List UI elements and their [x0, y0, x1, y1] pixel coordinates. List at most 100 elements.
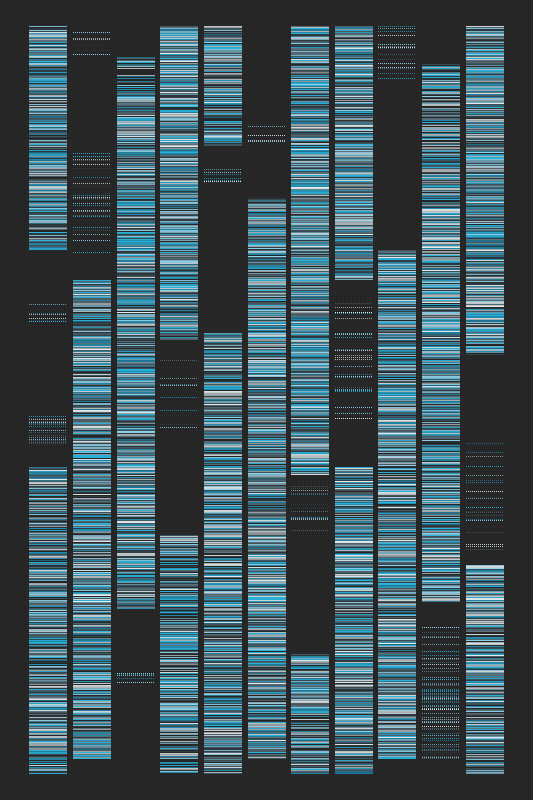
bar-line [73, 320, 111, 321]
bar-line [73, 541, 111, 542]
bar-line [73, 286, 111, 287]
bar-line [73, 483, 111, 484]
bar-line [29, 28, 67, 29]
bar-line [29, 743, 67, 744]
bar-line [204, 370, 242, 371]
bar-line [29, 692, 67, 693]
bar-line [73, 380, 111, 381]
bar-line [73, 575, 111, 576]
bar-line [73, 203, 111, 204]
bar-line [73, 462, 111, 463]
bar-line [117, 62, 155, 63]
bar-line [378, 534, 416, 535]
bar-line [29, 475, 67, 476]
bar-line [73, 597, 111, 598]
bar-line [73, 302, 111, 303]
bar-line [29, 248, 67, 249]
bar-line [248, 700, 286, 701]
bar-line [29, 640, 67, 641]
bar-line [73, 297, 111, 298]
bar-line [29, 106, 67, 107]
bar-line [204, 174, 242, 175]
bar-line [117, 682, 155, 683]
bar-line [378, 54, 416, 55]
bar-line [73, 540, 111, 541]
bar-line [73, 427, 111, 428]
bar-line [29, 153, 67, 154]
bar-line [29, 738, 67, 739]
bar-line [29, 165, 67, 166]
bar-line [29, 705, 67, 706]
bar-line [29, 696, 67, 697]
bar-line [378, 758, 416, 759]
bar-line [29, 228, 67, 229]
bar-line [29, 218, 67, 219]
bar-line [73, 333, 111, 334]
bar-line [291, 420, 329, 421]
bar-line [73, 356, 111, 357]
bar-line [248, 287, 286, 288]
bar-line [29, 699, 67, 700]
bar-line [248, 456, 286, 457]
bar-line [422, 240, 460, 241]
bar-line [73, 205, 111, 206]
bar-line [291, 773, 329, 774]
bar-line [29, 426, 67, 427]
bar-line [29, 172, 67, 173]
bar-line [29, 527, 67, 528]
bar-line [73, 515, 111, 516]
bar-line [29, 680, 67, 681]
bar-line [335, 585, 373, 586]
bar-line [73, 354, 111, 355]
bar-line [29, 52, 67, 53]
bar-line [29, 652, 67, 653]
bar-line [204, 125, 242, 126]
bar-line [160, 424, 198, 425]
bar-line [117, 207, 155, 208]
bar-line [73, 390, 111, 391]
bar-line [73, 305, 111, 306]
bar-line [29, 646, 67, 647]
bar-line [29, 89, 67, 90]
bar-line [29, 203, 67, 204]
bar-line [160, 107, 198, 108]
bar-line [73, 616, 111, 617]
bar-line [73, 324, 111, 325]
bar-line [29, 754, 67, 755]
bar-line [160, 649, 198, 650]
bar-line [73, 316, 111, 317]
bar-line [29, 572, 67, 573]
bar-line [29, 249, 67, 250]
bar-line [160, 564, 198, 565]
bar-line [335, 391, 373, 392]
bar-line [73, 606, 111, 607]
bar-line [29, 728, 67, 729]
bar-line [73, 620, 111, 621]
bar-line [73, 391, 111, 392]
bar-line [291, 743, 329, 744]
bar-line [29, 486, 67, 487]
bar-line [160, 591, 198, 592]
bar-line [29, 37, 67, 38]
bar-line [204, 71, 242, 72]
bar-line [29, 684, 67, 685]
bar-line [73, 429, 111, 430]
bar-line [29, 236, 67, 237]
strip-4 [160, 26, 198, 774]
bar-line [29, 101, 67, 102]
bar-line [73, 491, 111, 492]
bar-line [73, 346, 111, 347]
bar-line [117, 85, 155, 86]
bar-line [73, 441, 111, 442]
bar-line [73, 352, 111, 353]
bar-line [117, 517, 155, 518]
bar-line [29, 609, 67, 610]
bar-line [29, 467, 67, 468]
bar-line [73, 408, 111, 409]
bar-line [73, 494, 111, 495]
bar-line [29, 51, 67, 52]
bar-line [73, 605, 111, 606]
bar-line [422, 64, 460, 65]
bar-line [73, 424, 111, 425]
bar-line [73, 423, 111, 424]
